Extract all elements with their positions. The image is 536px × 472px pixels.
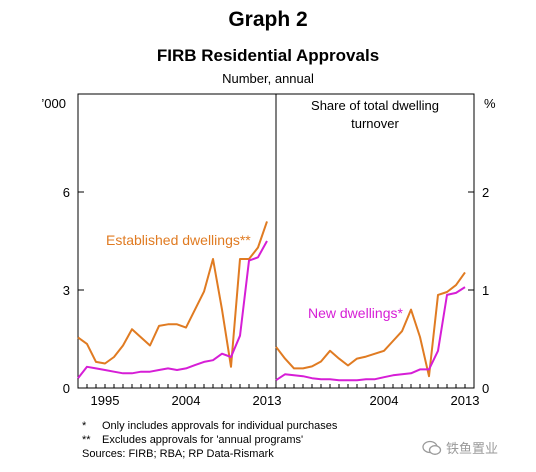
x-tick-label: 2013 — [253, 393, 282, 408]
y-tick-label: 0 — [63, 381, 70, 396]
left-series-line-established — [77, 221, 268, 368]
y-tick-label: 2 — [482, 185, 489, 200]
right-series-line-new — [275, 286, 466, 382]
right-axis-unit: % — [484, 96, 496, 111]
footnote-1: * Only includes approvals for individual … — [82, 420, 338, 432]
panel-label-line-2: turnover — [351, 116, 399, 131]
right-panel-frame — [275, 93, 475, 389]
wechat-icon — [422, 440, 442, 455]
graph-title: Graph 2 — [228, 8, 308, 31]
chart-note: Number, annual — [222, 71, 314, 86]
series-label-established: Established dwellings** — [106, 232, 251, 248]
watermark: 铁鱼置业 — [422, 438, 498, 457]
panel-label-line-1: Share of total dwelling — [311, 98, 439, 113]
x-tick-label: 2013 — [451, 393, 480, 408]
y-tick-label: 1 — [482, 283, 489, 298]
sources-note: Sources: FIRB; RBA; RP Data-Rismark — [82, 448, 274, 460]
series-label-new: New dwellings* — [308, 305, 403, 321]
footnote-2: ** Excludes approvals for 'annual program… — [82, 434, 304, 446]
x-tick-label: 1995 — [91, 393, 120, 408]
y-tick-label: 0 — [482, 381, 489, 396]
left-axis-unit: ’000 — [41, 96, 66, 111]
y-tick-label: 6 — [63, 185, 70, 200]
right-series-line-established — [275, 271, 466, 378]
x-tick-label: 2004 — [370, 393, 399, 408]
left-series-line-new — [77, 240, 268, 379]
chart-title: FIRB Residential Approvals — [156, 46, 380, 65]
x-tick-label: 2004 — [172, 393, 201, 408]
y-tick-label: 3 — [63, 283, 70, 298]
watermark-text: 铁鱼置业 — [446, 441, 499, 456]
